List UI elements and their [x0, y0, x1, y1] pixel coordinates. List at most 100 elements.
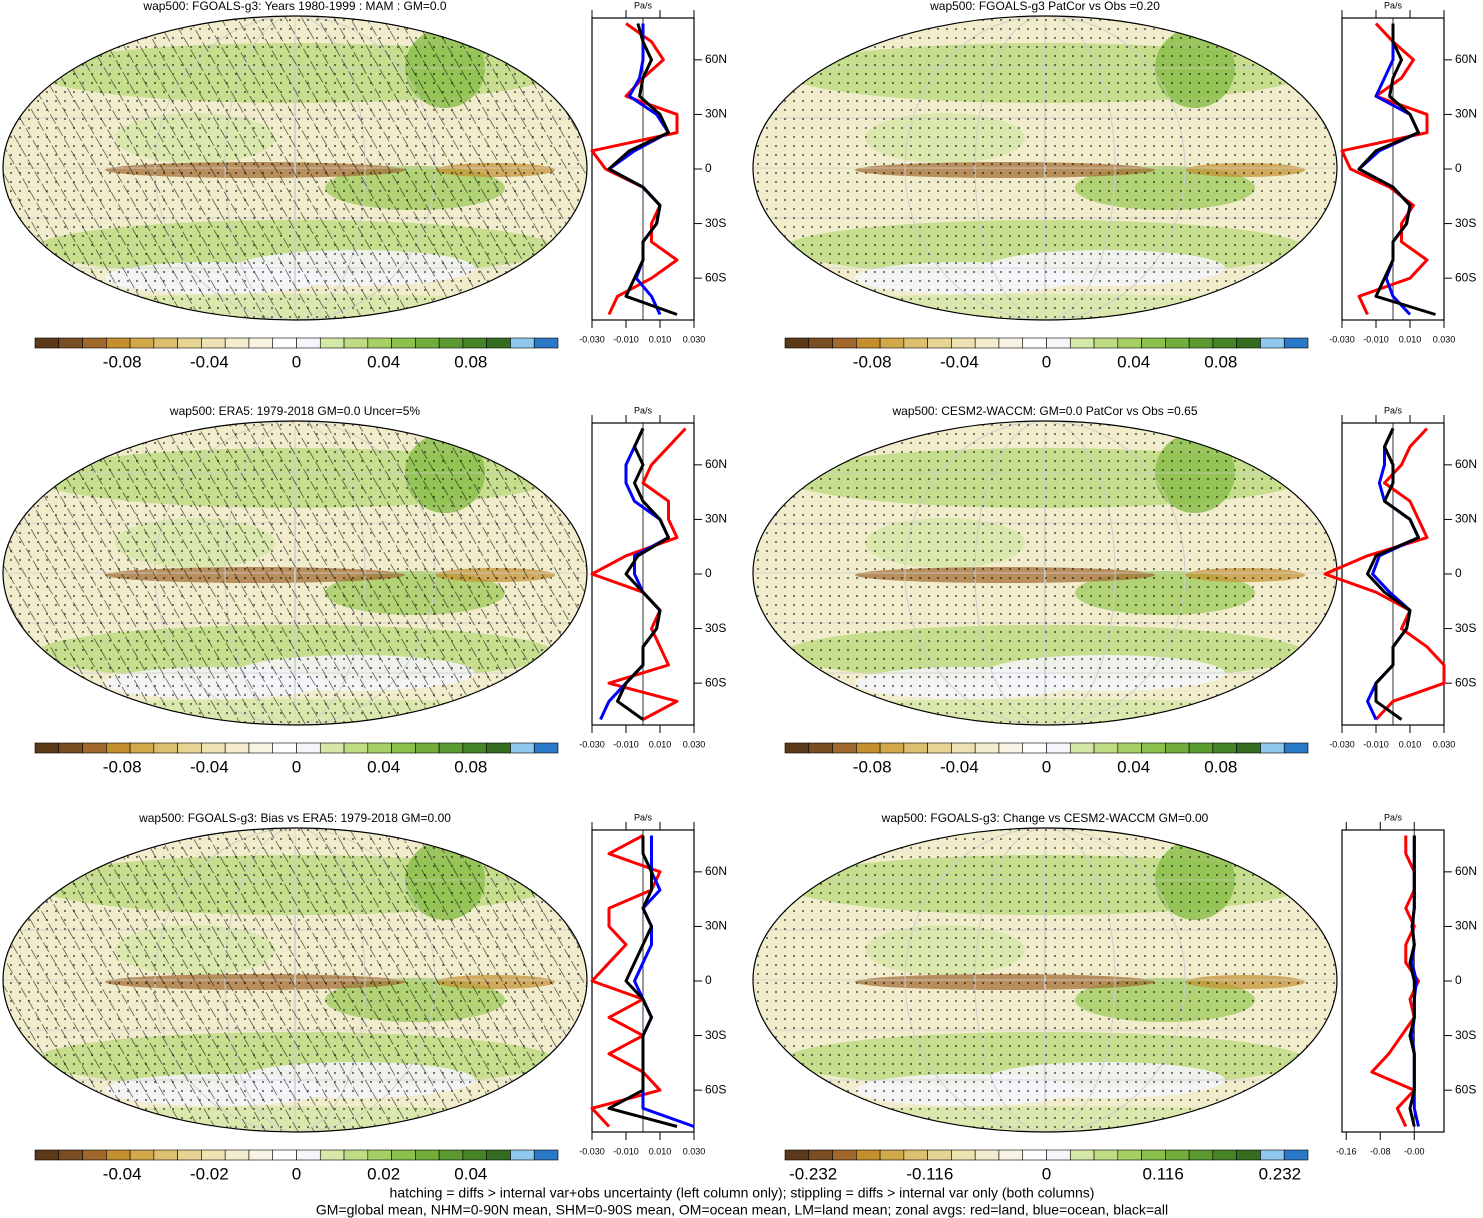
x-tick-label: -0.030: [579, 739, 605, 749]
y-tick-label: 0: [1455, 161, 1462, 175]
zonal-mean-line: [1340, 22, 1429, 316]
colorbar-box: [927, 337, 952, 349]
colorbar-box: [951, 337, 976, 349]
colorbar-label: 0.04: [367, 757, 400, 776]
colorbar-label: -0.02: [190, 1164, 229, 1183]
x-tick-label: -0.030: [1329, 739, 1355, 749]
colorbar-box: [1236, 337, 1261, 349]
zonal-mean-line: [590, 834, 662, 1128]
y-tick-label: 60S: [705, 270, 726, 284]
colorbar-box: [177, 742, 202, 754]
y-tick-label: 60S: [1455, 270, 1476, 284]
panel: wap500: FGOALS-g3: Years 1980-1999 : MAM…: [2, 0, 727, 371]
colorbar-label: -0.04: [103, 1164, 142, 1183]
map: [3, 16, 587, 320]
colorbar-box: [1022, 337, 1047, 349]
y-tick-label: 0: [705, 973, 712, 987]
colorbar-box: [319, 337, 345, 349]
colorbar-box: [1165, 1149, 1190, 1161]
colorbar-box: [415, 1149, 440, 1161]
colorbar-box: [153, 1149, 178, 1161]
panel: wap500: FGOALS-g3: Change vs CESM2-WACCM…: [752, 811, 1477, 1183]
colorbar-box: [1283, 337, 1309, 349]
x-tick-label: 0.010: [649, 739, 672, 749]
hatching: [3, 16, 587, 320]
colorbar-label: 0.08: [1204, 757, 1237, 776]
colorbar-box: [367, 337, 392, 349]
colorbar-box: [1117, 337, 1142, 349]
colorbar-box: [1141, 337, 1166, 349]
colorbar-box: [201, 337, 226, 349]
map: [3, 421, 587, 725]
colorbar-box: [903, 337, 928, 349]
x-tick-label: 0.030: [1433, 739, 1456, 749]
panel-title: wap500: FGOALS-g3: Bias vs ERA5: 1979-20…: [138, 811, 451, 825]
axis-unit: Pa/s: [634, 812, 653, 822]
colorbar-label: -0.232: [789, 1164, 837, 1183]
colorbar-box: [272, 1149, 297, 1161]
colorbar-box: [1141, 1149, 1166, 1161]
y-tick-label: 60N: [1455, 457, 1477, 471]
y-tick-label: 30S: [705, 621, 726, 635]
panel: wap500: FGOALS-g3: Bias vs ERA5: 1979-20…: [2, 811, 727, 1183]
colorbar-box: [510, 742, 535, 754]
colorbar-box: [82, 742, 107, 754]
x-tick-label: -0.030: [1329, 334, 1355, 344]
colorbar-box: [974, 742, 1000, 754]
colorbar-box: [808, 1149, 833, 1161]
colorbar-box: [272, 337, 297, 349]
axis-unit: Pa/s: [1384, 405, 1403, 415]
colorbar-box: [1283, 742, 1309, 754]
colorbar-label: -0.08: [853, 757, 892, 776]
zonal-mean-line: [1357, 23, 1436, 316]
colorbar-box: [903, 1149, 928, 1161]
y-tick-label: 30N: [1455, 919, 1477, 933]
colorbar-label: 0.08: [1204, 352, 1237, 371]
zonal-mean-line: [616, 427, 670, 721]
colorbar-box: [927, 742, 952, 754]
x-tick-label: 0.030: [683, 1146, 706, 1156]
x-tick-label: 0.010: [649, 334, 672, 344]
stippling: [753, 16, 1337, 320]
y-tick-label: 30N: [1455, 512, 1477, 526]
colorbar-box: [224, 1149, 250, 1161]
x-tick-label: -0.16: [1336, 1146, 1357, 1156]
y-tick-label: 30N: [705, 512, 727, 526]
y-tick-label: 60S: [705, 675, 726, 689]
stippling: [753, 421, 1337, 725]
colorbar-box: [856, 1149, 881, 1161]
colorbar-box: [1260, 337, 1285, 349]
colorbar-box: [106, 337, 131, 349]
y-tick-label: 0: [705, 161, 712, 175]
colorbar-box: [784, 337, 810, 349]
zonal-mean-line: [590, 22, 679, 316]
colorbar-box: [1236, 742, 1261, 754]
y-tick-label: 0: [705, 566, 712, 580]
colorbar-box: [248, 337, 274, 349]
colorbar-box: [391, 742, 416, 754]
colorbar-box: [1093, 1149, 1119, 1161]
colorbar-box: [34, 742, 60, 754]
x-tick-label: 0.030: [683, 334, 706, 344]
x-tick-label: -0.00: [1404, 1146, 1425, 1156]
colorbar-box: [153, 337, 178, 349]
colorbar-box: [784, 1149, 810, 1161]
colorbar-box: [34, 337, 60, 349]
colorbar-label: 0: [1042, 1164, 1051, 1183]
map: [753, 421, 1337, 725]
colorbar-label: 0.232: [1259, 1164, 1302, 1183]
x-tick-label: 0.010: [649, 1146, 672, 1156]
colorbar-box: [272, 742, 297, 754]
footer-line: hatching = diffs > internal var+obs unce…: [390, 1185, 1095, 1201]
colorbar-box: [879, 337, 905, 349]
profile-frame: [1341, 829, 1445, 1133]
colorbar-box: [367, 742, 392, 754]
footer-line: GM=global mean, NHM=0-90N mean, SHM=0-90…: [316, 1202, 1168, 1218]
colorbar-box: [82, 337, 107, 349]
colorbar-box: [129, 1149, 155, 1161]
colorbar-box: [129, 337, 155, 349]
colorbar-box: [201, 1149, 226, 1161]
colorbar-label: 0.02: [367, 1164, 400, 1183]
colorbar-box: [462, 1149, 487, 1161]
panel: wap500: ERA5: 1979-2018 GM=0.0 Uncer=5% -…: [2, 404, 727, 776]
